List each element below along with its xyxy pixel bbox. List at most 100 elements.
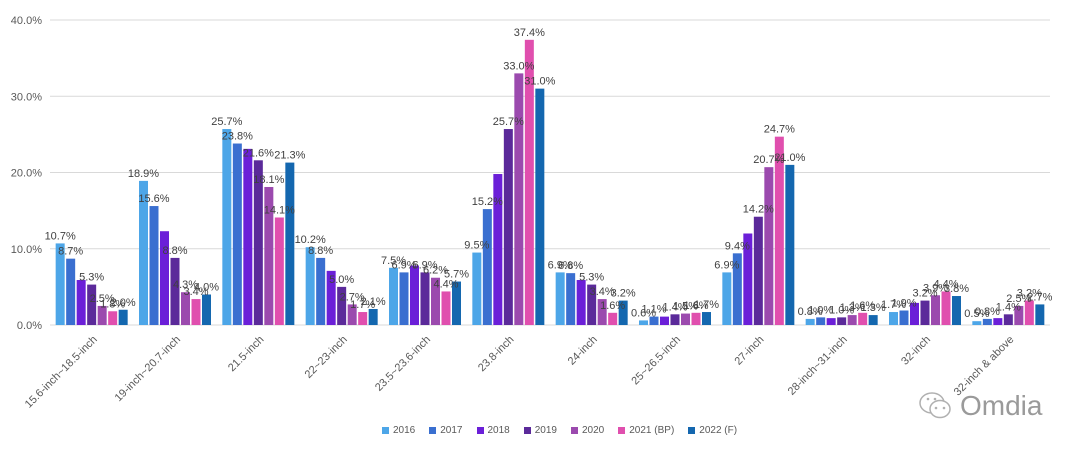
legend-swatch — [429, 427, 437, 434]
bar — [76, 280, 86, 325]
data-label: 2.5% — [90, 293, 115, 305]
data-label: 4.0% — [194, 282, 219, 294]
data-label: 5.3% — [579, 272, 604, 284]
bar — [410, 265, 419, 325]
bar — [191, 299, 201, 325]
bar — [972, 321, 982, 325]
bar — [837, 317, 847, 325]
bar — [732, 253, 742, 325]
y-tick-label: 0.0% — [17, 320, 42, 332]
data-label: 6.9% — [548, 259, 573, 271]
bar — [181, 292, 190, 325]
data-label: 1.6% — [850, 300, 875, 312]
y-tick-label: 40.0% — [11, 15, 42, 27]
bar — [952, 296, 961, 325]
legend-swatch — [571, 427, 578, 434]
bar — [337, 286, 347, 325]
data-label: 33.0% — [503, 60, 534, 72]
legend: 2016 2017 2018 2019 2020 2021 (BP) 2022 (F) — [382, 425, 737, 436]
data-label: 14.1% — [264, 204, 295, 216]
bar — [222, 129, 232, 325]
watermark: Omdia — [918, 390, 1042, 422]
bar — [305, 247, 315, 325]
bar — [493, 174, 503, 325]
bar — [941, 291, 951, 325]
bar — [535, 88, 545, 325]
x-tick-label: 23.8-inch — [476, 334, 516, 374]
data-label: 15.6% — [138, 193, 169, 205]
y-tick-label: 20.0% — [11, 168, 42, 180]
y-tick-label: 30.0% — [11, 91, 42, 103]
data-label: 3.4% — [590, 286, 615, 298]
bar — [514, 73, 524, 325]
legend-label: 2017 — [440, 425, 463, 436]
wechat-icon — [919, 392, 951, 419]
data-label: 8.7% — [58, 246, 83, 258]
data-label: 2.7% — [340, 291, 365, 303]
bar — [722, 272, 732, 325]
data-label: 24.7% — [764, 124, 795, 136]
data-label: 3.8% — [944, 283, 969, 295]
bar — [774, 136, 784, 325]
data-label: 6.9% — [412, 259, 437, 271]
bar — [285, 162, 295, 325]
data-label: 18.9% — [128, 168, 159, 180]
bar — [149, 206, 159, 325]
bar — [618, 300, 628, 325]
bar — [399, 272, 409, 325]
data-label: 1.4% — [996, 301, 1021, 313]
legend-swatch — [476, 427, 484, 434]
bar — [1003, 314, 1013, 325]
legend-item: 2017 — [429, 425, 463, 436]
legend-item: 2020 — [571, 425, 604, 436]
bar — [87, 284, 97, 325]
bar — [576, 280, 586, 325]
bar — [982, 318, 992, 325]
legend-swatch — [618, 427, 626, 434]
legend-label: 2022 (F) — [699, 425, 738, 436]
x-axis: 15.6-inch~18.5-inch 19-inch~20.7-inch 21.5… — [23, 334, 1017, 411]
x-tick-label: 23.5~23.6-inch — [373, 334, 433, 394]
x-tick-label: 19-inch~20.7-inch — [113, 334, 184, 405]
bars — [55, 39, 1045, 325]
data-label: 6.9% — [391, 259, 416, 271]
bar — [431, 277, 440, 325]
legend-label: 2020 — [582, 425, 605, 436]
legend-item: 2021 (BP) — [618, 425, 674, 436]
data-labels: 10.7%8.7%5.3%2.5%1.8%2.0%18.9%15.6%8.8%4… — [45, 27, 1053, 320]
bar — [639, 320, 648, 325]
data-label: 5.3% — [79, 272, 104, 284]
bar — [389, 267, 398, 325]
data-label: 1.6% — [600, 300, 625, 312]
bar — [743, 233, 753, 325]
bar — [232, 143, 242, 325]
data-label: 15.2% — [472, 196, 503, 208]
legend-swatch — [523, 427, 531, 434]
bar — [805, 318, 815, 325]
bar — [243, 148, 253, 325]
data-label: 23.8% — [222, 131, 253, 143]
data-label: 1.7% — [694, 299, 719, 311]
data-label: 21.3% — [274, 150, 305, 162]
bar — [785, 164, 795, 325]
bar — [1035, 304, 1045, 325]
gridlines — [50, 19, 1050, 326]
data-label: 0.8% — [798, 306, 823, 318]
data-label: 3.2% — [912, 288, 937, 300]
data-label: 4.4% — [933, 278, 958, 290]
data-label: 6.9% — [714, 259, 739, 271]
bar — [847, 315, 857, 325]
data-label: 6.8% — [558, 260, 583, 272]
bar — [368, 308, 378, 325]
data-label: 4.3% — [173, 279, 198, 291]
bar — [660, 316, 669, 325]
data-label: 2.5% — [1006, 293, 1031, 305]
bar — [316, 257, 326, 325]
data-label: 1.8% — [100, 298, 125, 310]
bar — [97, 305, 107, 325]
data-label: 3.2% — [1017, 288, 1042, 300]
bar — [108, 311, 118, 325]
bar — [253, 160, 263, 325]
bar — [441, 291, 451, 325]
